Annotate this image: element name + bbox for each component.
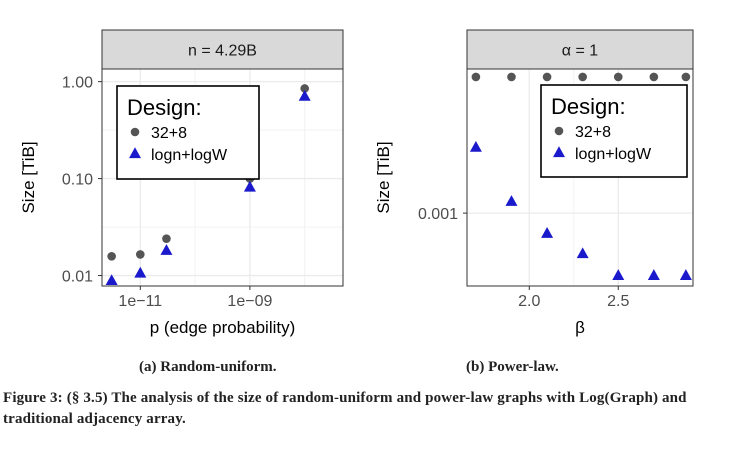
legend-key-logn-logw [553, 146, 565, 158]
data-point-logn-logw [105, 274, 118, 286]
charts-svg: n = 4.29B 0.01 0.10 1.00 1e−11 1e−09 Design: 32… [19, 29, 694, 337]
legend-label: logn+logW [575, 146, 652, 163]
subcaption-random-uniform: (a) Random-uniform. [139, 359, 277, 375]
data-point-32-8 [578, 72, 587, 82]
data-point-32-8 [542, 72, 552, 82]
legend-box [540, 84, 688, 178]
data-point-logn-logw [160, 244, 173, 255]
data-point-logn-logw [505, 195, 518, 206]
data-point-32-8 [107, 251, 116, 261]
legend-label: 32+8 [151, 125, 187, 142]
data-point-32-8 [649, 72, 659, 82]
x-tick-label: 1e−09 [227, 293, 272, 310]
chart-panel-1: n = 4.29B 0.01 0.10 1.00 1e−11 1e−09 Design: 32… [19, 29, 344, 337]
x-tick-label: 1e−11 [118, 293, 162, 310]
x-tick-label: 2.0 [518, 293, 540, 310]
legend-box [116, 85, 260, 180]
data-point-logn-logw [469, 140, 482, 152]
facet-strip [101, 29, 344, 70]
legend-label: 32+8 [575, 124, 611, 141]
data-point-32-8 [300, 84, 309, 93]
plot-border [101, 68, 344, 287]
data-point-32-8 [613, 72, 623, 82]
data-point-logn-logw [612, 269, 625, 280]
data-point-logn-logw [298, 89, 311, 101]
data-point-logn-logw [134, 266, 147, 278]
data-point-logn-logw [679, 269, 692, 280]
legend-key-32-8 [130, 127, 140, 137]
legend-label: logn+logW [151, 147, 228, 164]
data-point-logn-logw [647, 269, 660, 280]
x-axis-title: p (edge probability) [150, 318, 296, 337]
legend-key-logn-logw [129, 147, 141, 159]
data-point-logn-logw [576, 247, 589, 259]
data-point-32-8 [471, 72, 481, 82]
x-axis-title: β [575, 318, 585, 337]
y-tick-label: 0.01 [62, 269, 93, 286]
legend-title: Design: [127, 95, 202, 120]
facet-label: n = 4.29B [188, 43, 257, 60]
facet-label: α = 1 [562, 43, 598, 60]
y-tick-label: 0.001 [418, 206, 458, 223]
x-tick-label: 2.5 [607, 293, 629, 310]
data-point-32-8 [162, 234, 171, 243]
legend-title: Design: [551, 94, 626, 119]
facet-strip [466, 29, 694, 70]
legend-key-32-8 [554, 126, 564, 136]
figure-caption: Figure 3: (§ 3.5) The analysis of the si… [3, 390, 687, 427]
y-tick-label: 1.00 [62, 75, 93, 92]
subcaption-power-law: (b) Power-law. [466, 359, 559, 375]
data-point-logn-logw [541, 227, 554, 238]
data-point-32-8 [681, 72, 691, 82]
data-point-logn-logw [243, 180, 256, 192]
y-axis-title: Size [TiB] [19, 141, 38, 213]
data-point-32-8 [507, 72, 516, 82]
y-axis-title: Size [TiB] [374, 141, 393, 213]
plot-border [466, 68, 694, 287]
y-tick-label: 0.10 [62, 172, 93, 189]
chart-panel-2: α = 1 0.001 2.0 2.5 Design: 32+8 logn+logW β Siz… [374, 29, 694, 337]
data-point-32-8 [136, 250, 145, 259]
